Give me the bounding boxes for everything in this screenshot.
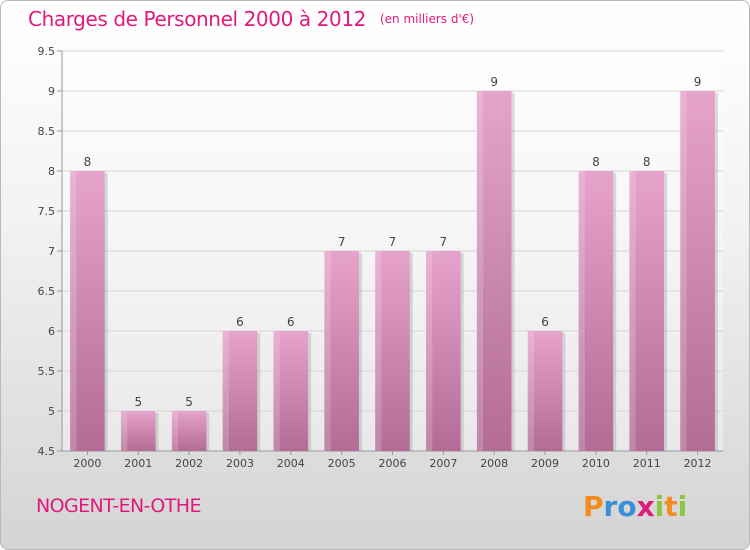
x-tick-label: 2010 <box>582 457 610 470</box>
logo-letter: r <box>603 490 618 523</box>
x-tick-label: 2007 <box>429 457 457 470</box>
bar-highlight <box>120 411 128 451</box>
bar-highlight <box>629 171 636 451</box>
data-label: 7 <box>440 235 448 249</box>
y-tick-label: 8 <box>48 165 55 178</box>
bar <box>680 91 715 451</box>
bar <box>70 171 105 451</box>
location-label: NOGENT-EN-OTHE <box>36 495 201 517</box>
data-label: 5 <box>134 395 142 409</box>
x-tick-label: 2011 <box>633 457 661 470</box>
bar-highlight <box>324 251 331 451</box>
x-tick-label: 2003 <box>226 457 254 470</box>
bar-highlight <box>70 171 77 451</box>
data-label: 8 <box>84 155 92 169</box>
y-tick-label: 8.5 <box>38 125 56 138</box>
bar-highlight <box>222 331 229 451</box>
x-tick-label: 2002 <box>175 457 203 470</box>
data-label: 7 <box>389 235 397 249</box>
bar <box>222 331 258 451</box>
x-tick-label: 2009 <box>531 457 559 470</box>
y-tick-label: 5.5 <box>38 365 56 378</box>
logo-letter: o <box>617 490 637 523</box>
logo-letter: t <box>664 490 678 523</box>
x-tick-label: 2004 <box>277 457 305 470</box>
x-tick-label: 2012 <box>684 457 712 470</box>
bar <box>629 171 665 451</box>
data-label: 9 <box>490 75 498 89</box>
bar-highlight <box>578 171 585 451</box>
data-label: 7 <box>338 235 346 249</box>
bar-highlight <box>375 251 382 451</box>
y-tick-label: 7 <box>48 245 55 258</box>
logo-letter: i <box>677 490 688 523</box>
y-tick-label: 9.5 <box>38 45 56 58</box>
bar-highlight <box>680 91 687 451</box>
data-label: 6 <box>287 315 295 329</box>
chart-title: Charges de Personnel 2000 à 2012 <box>28 7 366 31</box>
bar-highlight <box>426 251 433 451</box>
proxiti-logo: Proxiti <box>583 490 687 523</box>
bar-highlight <box>527 331 534 451</box>
x-tick-label: 2005 <box>328 457 356 470</box>
bar <box>426 251 461 451</box>
logo-letter: P <box>583 490 604 523</box>
bar <box>171 411 207 451</box>
bar-highlight <box>273 331 280 451</box>
x-tick-label: 2008 <box>480 457 508 470</box>
bar <box>527 331 563 451</box>
logo-letter: i <box>654 490 665 523</box>
data-label: 8 <box>592 155 600 169</box>
bar <box>324 251 359 451</box>
chart-title-block: Charges de Personnel 2000 à 2012 (en mill… <box>28 7 474 31</box>
bar <box>476 91 512 451</box>
bar <box>120 411 156 451</box>
y-tick-label: 6 <box>48 325 55 338</box>
bar-highlight <box>171 411 179 451</box>
logo-letter: x <box>636 490 655 523</box>
unit-note: (en milliers d'€) <box>379 12 475 26</box>
data-label: 6 <box>541 315 549 329</box>
bar <box>273 331 309 451</box>
data-label: 9 <box>694 75 702 89</box>
bar <box>375 251 410 451</box>
x-tick-label: 2006 <box>379 457 407 470</box>
x-tick-label: 2001 <box>124 457 152 470</box>
data-label: 8 <box>643 155 651 169</box>
y-tick-label: 9 <box>48 85 55 98</box>
bar-highlight <box>476 91 484 451</box>
data-label: 5 <box>185 395 193 409</box>
data-label: 6 <box>236 315 244 329</box>
bar <box>578 171 614 451</box>
x-tick-label: 2000 <box>73 457 101 470</box>
y-tick-label: 5 <box>48 405 55 418</box>
y-tick-label: 4.5 <box>38 445 56 458</box>
y-tick-label: 7.5 <box>38 205 56 218</box>
y-tick-label: 6.5 <box>38 285 56 298</box>
